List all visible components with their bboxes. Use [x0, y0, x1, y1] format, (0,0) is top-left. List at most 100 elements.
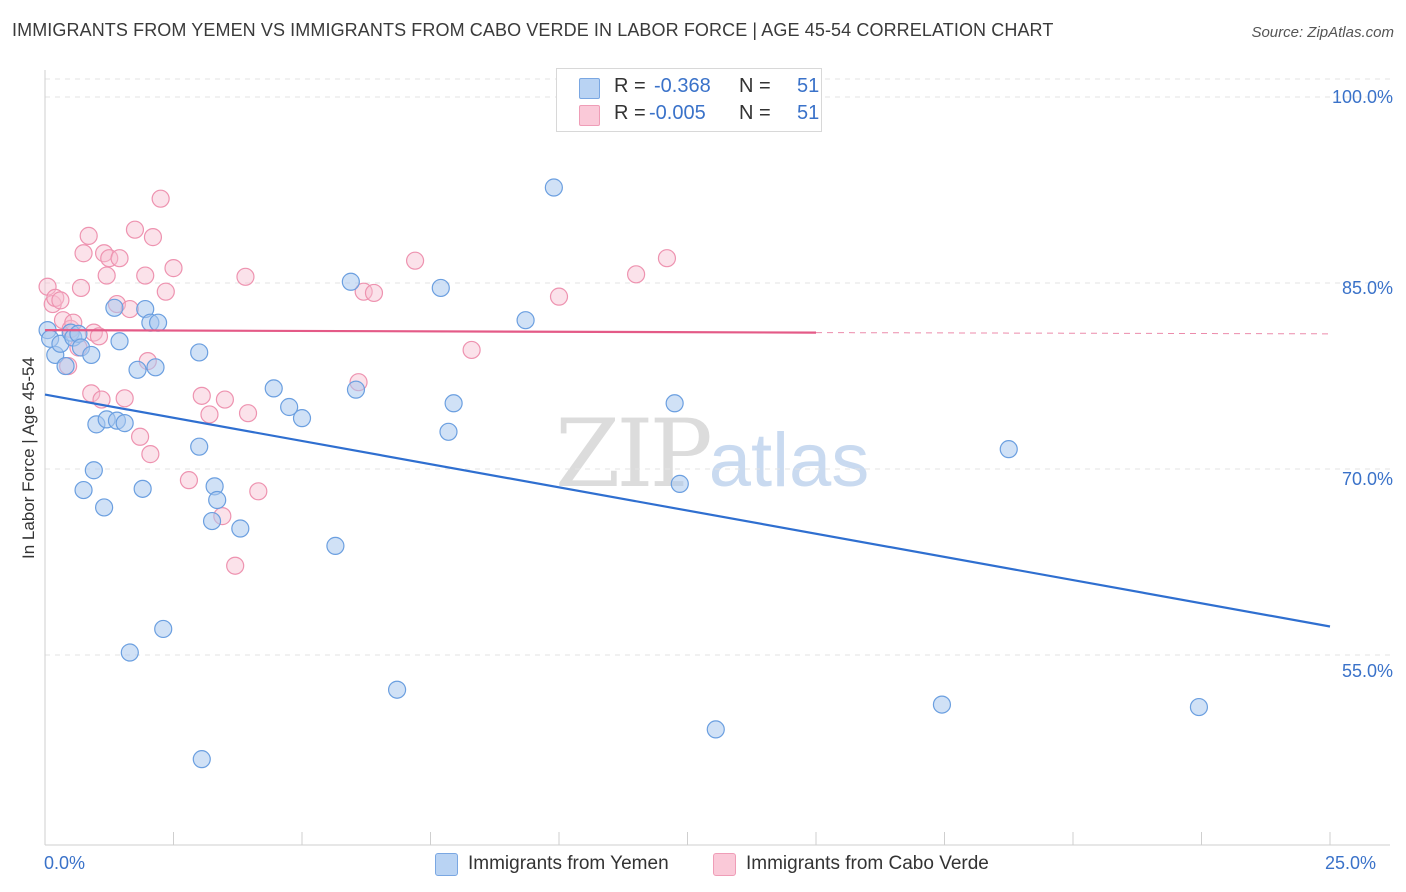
y-tick-label-55: 55.0%	[1341, 661, 1393, 681]
cabo-verde-points	[38, 189, 677, 575]
cabo-verde-point	[74, 244, 93, 263]
bottom-legend-label-cabo-verde: Immigrants from Cabo Verde	[746, 853, 989, 874]
yemen-point	[82, 345, 101, 365]
cabo-verde-point	[110, 249, 129, 268]
cabo-verde-point	[238, 404, 258, 423]
cabo-verde-point	[120, 299, 139, 319]
legend-swatch-yemen	[579, 78, 600, 99]
yemen-point	[133, 479, 152, 498]
bottom-legend-swatch-cabo-verde	[713, 853, 736, 876]
cabo-verde-point	[125, 220, 145, 239]
yemen-point	[516, 311, 535, 330]
yemen-point	[192, 750, 211, 769]
yemen-point	[439, 422, 458, 441]
cabo-verde-trend-line	[44, 329, 817, 334]
yemen-point	[999, 440, 1018, 459]
yemen-point	[110, 332, 129, 351]
yemen-point	[95, 498, 114, 517]
yemen-point	[84, 461, 103, 480]
legend-r-value-yemen: -0.368	[654, 75, 711, 97]
watermark-atlas: atlas	[708, 418, 870, 503]
cabo-verde-point	[462, 340, 481, 360]
y-tick-label-85: 85.0%	[1341, 278, 1393, 298]
yemen-point	[264, 379, 283, 398]
chart-title: IMMIGRANTS FROM YEMEN VS IMMIGRANTS FROM…	[12, 20, 1054, 40]
bottom-legend-swatch-yemen	[435, 853, 458, 876]
yemen-point	[146, 358, 165, 377]
yemen-point	[431, 278, 450, 298]
legend-swatch-cabo-verde	[579, 105, 600, 126]
cabo-verde-point	[97, 266, 116, 285]
yemen-point	[544, 178, 563, 197]
cabo-verde-point	[115, 389, 134, 408]
yemen-point	[670, 474, 689, 493]
yemen-point	[56, 356, 75, 376]
cabo-verde-point	[200, 405, 219, 424]
cabo-verde-point	[226, 556, 245, 575]
cabo-verde-point	[71, 278, 91, 298]
yemen-point	[115, 414, 134, 433]
cabo-verde-point	[179, 471, 199, 490]
bottom-legend-label-yemen: Immigrants from Yemen	[468, 853, 669, 874]
correlation-legend: R = -0.368 N = 51 R = -0.005 N = 51	[556, 68, 822, 132]
cabo-verde-point	[136, 266, 155, 285]
cabo-verde-point	[164, 259, 183, 278]
legend-r-value-cabo-verde: -0.005	[649, 102, 706, 124]
yemen-point	[148, 313, 168, 332]
yemen-point	[346, 380, 366, 399]
cabo-verde-point	[151, 189, 170, 208]
cabo-verde-point	[130, 427, 150, 446]
x-tick-label-max: 25.0%	[1325, 853, 1377, 873]
legend-n-value-yemen: 51	[797, 75, 820, 97]
cabo-verde-point	[215, 390, 234, 409]
cabo-verde-point	[249, 482, 268, 501]
legend-n-label: N =	[739, 102, 771, 124]
yemen-point	[932, 695, 952, 714]
yemen-point	[665, 394, 684, 413]
yemen-point	[105, 298, 124, 317]
yemen-trend-line	[44, 393, 1331, 628]
yemen-point	[231, 519, 250, 538]
cabo-verde-point	[192, 386, 211, 405]
cabo-verde-point	[79, 226, 98, 245]
yemen-point	[74, 480, 93, 500]
cabo-verde-point	[626, 265, 646, 284]
yemen-point	[326, 536, 345, 555]
cabo-verde-point	[143, 228, 163, 247]
yemen-point	[1189, 697, 1209, 717]
cabo-verde-point	[51, 291, 70, 310]
cabo-verde-trend-extension	[815, 332, 1331, 335]
cabo-verde-point	[156, 282, 175, 301]
cabo-verde-point	[236, 267, 255, 286]
yemen-points	[38, 178, 1209, 769]
cabo-verde-point	[89, 327, 109, 346]
yemen-point	[120, 643, 139, 662]
legend-r-label: R =	[614, 75, 646, 97]
yemen-point	[208, 490, 227, 510]
yemen-point	[341, 272, 360, 291]
legend-n-value-cabo-verde: 51	[797, 102, 820, 124]
axes	[44, 70, 1390, 846]
gridlines	[45, 78, 1390, 656]
cabo-verde-point	[141, 445, 160, 464]
yemen-point	[190, 343, 209, 362]
legend-n-label: N =	[739, 75, 771, 97]
yemen-point	[154, 619, 173, 639]
cabo-verde-point	[405, 251, 425, 270]
legend-r-label: R =	[614, 102, 646, 124]
x-tick-label-min: 0.0%	[44, 853, 86, 873]
yemen-point	[387, 680, 407, 699]
cabo-verde-point	[100, 249, 119, 268]
cabo-verde-point	[549, 287, 569, 306]
cabo-verde-point	[657, 249, 677, 268]
cabo-verde-point	[364, 283, 384, 303]
trend-lines	[44, 329, 1331, 628]
yemen-point	[292, 409, 312, 428]
yemen-point	[190, 437, 209, 456]
source-label: Source: ZipAtlas.com	[1251, 24, 1394, 41]
yemen-point	[128, 360, 147, 379]
yemen-point	[444, 394, 463, 413]
y-tick-label-70: 70.0%	[1341, 469, 1393, 489]
yemen-point	[202, 511, 222, 531]
